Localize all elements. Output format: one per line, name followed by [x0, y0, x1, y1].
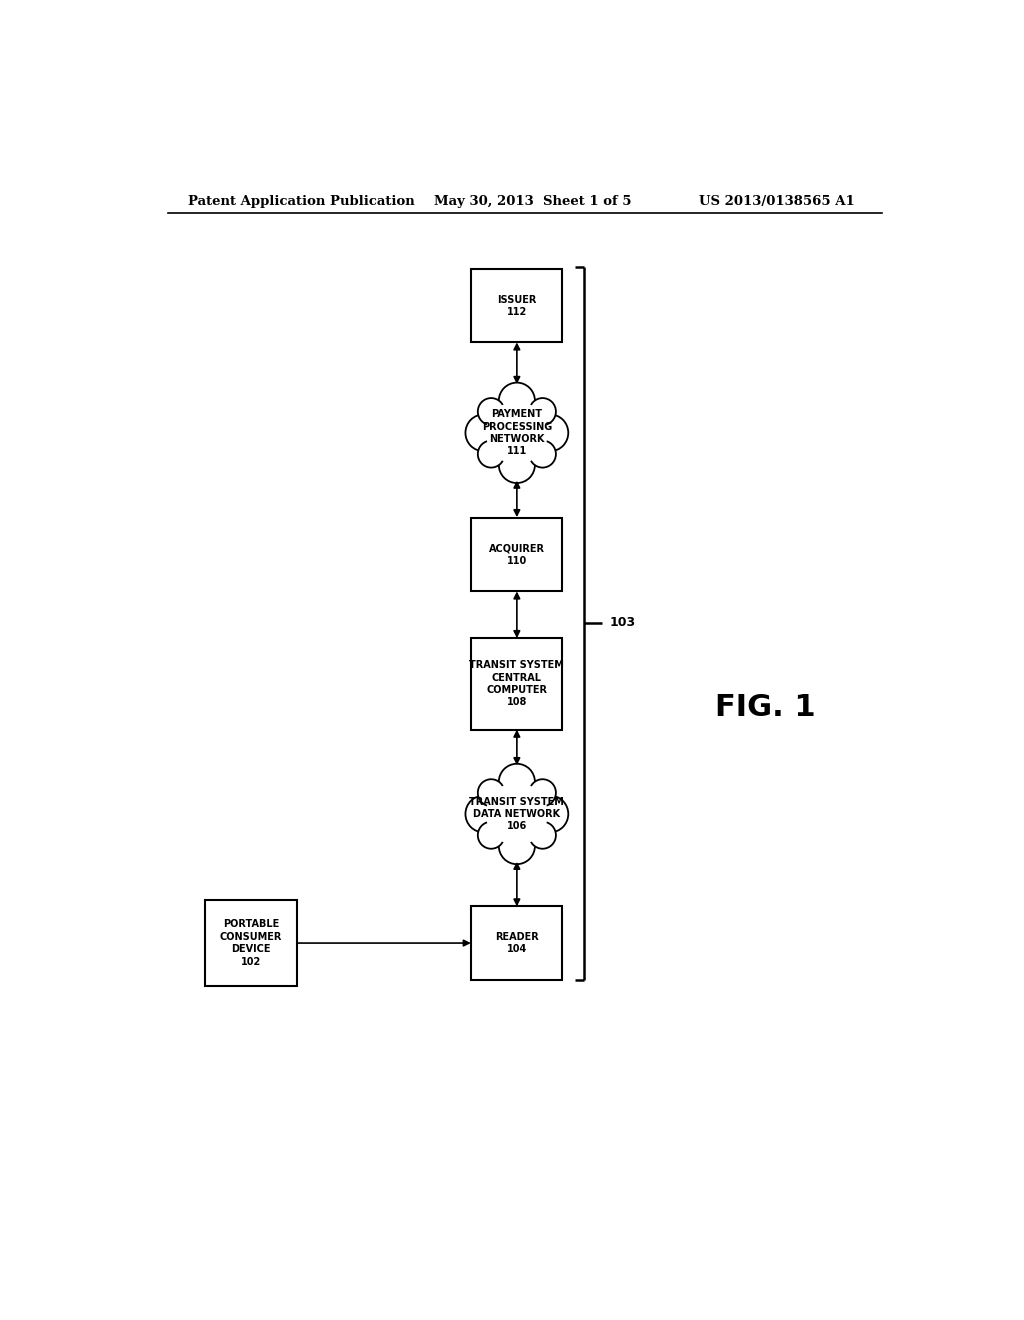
Text: FIG. 1: FIG. 1	[715, 693, 816, 722]
Ellipse shape	[483, 399, 550, 467]
FancyBboxPatch shape	[471, 519, 562, 591]
Text: PORTABLE
CONSUMER
DEVICE
102: PORTABLE CONSUMER DEVICE 102	[220, 920, 283, 966]
Ellipse shape	[499, 383, 535, 420]
Text: ISSUER
112: ISSUER 112	[498, 294, 537, 317]
Text: ACQUIRER
110: ACQUIRER 110	[488, 544, 545, 566]
Text: US 2013/0138565 A1: US 2013/0138565 A1	[699, 194, 855, 207]
Text: TRANSIT SYSTEM
CENTRAL
COMPUTER
108: TRANSIT SYSTEM CENTRAL COMPUTER 108	[469, 660, 564, 708]
Ellipse shape	[486, 783, 548, 845]
FancyBboxPatch shape	[471, 638, 562, 730]
Ellipse shape	[529, 441, 556, 467]
Text: Patent Application Publication: Patent Application Publication	[187, 194, 415, 207]
Text: READER
104: READER 104	[495, 932, 539, 954]
Text: 103: 103	[609, 616, 636, 630]
FancyBboxPatch shape	[471, 907, 562, 979]
Ellipse shape	[499, 828, 535, 865]
Ellipse shape	[478, 399, 505, 425]
Ellipse shape	[499, 764, 535, 800]
FancyBboxPatch shape	[206, 900, 297, 986]
Ellipse shape	[532, 796, 568, 833]
Ellipse shape	[529, 822, 556, 849]
Ellipse shape	[478, 779, 505, 807]
Ellipse shape	[466, 414, 502, 451]
Ellipse shape	[478, 822, 505, 849]
Ellipse shape	[466, 796, 502, 833]
Text: PAYMENT
PROCESSING
NETWORK
111: PAYMENT PROCESSING NETWORK 111	[481, 409, 552, 457]
Ellipse shape	[532, 414, 568, 451]
Ellipse shape	[478, 441, 505, 467]
Text: May 30, 2013  Sheet 1 of 5: May 30, 2013 Sheet 1 of 5	[433, 194, 631, 207]
Ellipse shape	[529, 779, 556, 807]
Ellipse shape	[529, 399, 556, 425]
Ellipse shape	[483, 780, 550, 847]
Ellipse shape	[486, 401, 548, 465]
Ellipse shape	[499, 446, 535, 483]
Text: TRANSIT SYSTEM
DATA NETWORK
106: TRANSIT SYSTEM DATA NETWORK 106	[469, 796, 564, 832]
FancyBboxPatch shape	[471, 269, 562, 342]
